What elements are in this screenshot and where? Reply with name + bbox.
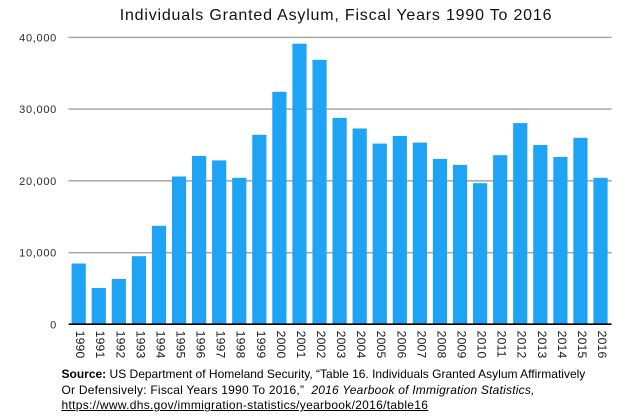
svg-text:1998: 1998 <box>234 331 248 359</box>
svg-text:30,000: 30,000 <box>19 104 57 116</box>
svg-text:1997: 1997 <box>214 331 228 359</box>
svg-text:10,000: 10,000 <box>19 248 57 260</box>
svg-text:2010: 2010 <box>475 331 489 359</box>
svg-text:2003: 2003 <box>334 331 348 359</box>
svg-text:1990: 1990 <box>73 331 87 359</box>
svg-text:1994: 1994 <box>153 331 167 359</box>
svg-text:2015: 2015 <box>575 331 589 359</box>
svg-text:2016: 2016 <box>595 331 609 359</box>
svg-text:1991: 1991 <box>93 331 107 359</box>
svg-text:1999: 1999 <box>254 331 268 359</box>
svg-text:1993: 1993 <box>133 331 147 359</box>
svg-text:2006: 2006 <box>394 331 408 359</box>
svg-text:1996: 1996 <box>194 331 208 359</box>
svg-text:1995: 1995 <box>174 331 188 359</box>
svg-text:2001: 2001 <box>294 331 308 359</box>
svg-text:2004: 2004 <box>354 331 368 359</box>
svg-text:1992: 1992 <box>113 331 127 359</box>
svg-text:2008: 2008 <box>434 331 448 359</box>
svg-text:2012: 2012 <box>515 331 529 359</box>
svg-text:2000: 2000 <box>274 331 288 359</box>
svg-text:0: 0 <box>50 319 57 331</box>
svg-text:2002: 2002 <box>314 331 328 359</box>
svg-text:2007: 2007 <box>414 331 428 359</box>
svg-text:2011: 2011 <box>495 331 509 358</box>
svg-text:20,000: 20,000 <box>19 176 57 188</box>
svg-text:2013: 2013 <box>535 331 549 359</box>
svg-text:2009: 2009 <box>454 331 468 359</box>
svg-text:40,000: 40,000 <box>19 32 57 44</box>
svg-text:2005: 2005 <box>374 331 388 359</box>
svg-text:2014: 2014 <box>555 331 569 359</box>
